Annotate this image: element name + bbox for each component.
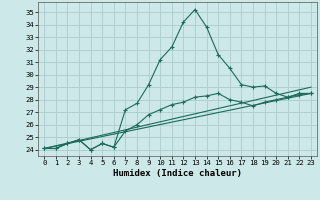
X-axis label: Humidex (Indice chaleur): Humidex (Indice chaleur) [113,169,242,178]
